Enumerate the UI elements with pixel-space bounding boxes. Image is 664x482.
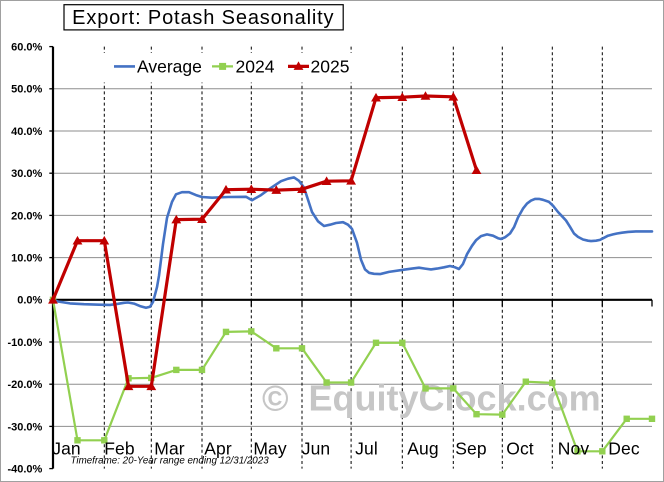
svg-text:Timeframe: 20-Year range endin: Timeframe: 20-Year range ending 12/31/20…	[71, 456, 270, 467]
svg-text:-10.0%: -10.0%	[7, 337, 42, 349]
svg-text:Jul: Jul	[355, 439, 378, 459]
svg-text:50.0%: 50.0%	[11, 84, 42, 96]
svg-text:Jun: Jun	[302, 439, 331, 459]
svg-text:0.0%: 0.0%	[17, 295, 42, 307]
svg-text:Sep: Sep	[455, 439, 486, 459]
svg-text:Oct: Oct	[506, 439, 534, 459]
svg-text:Jan: Jan	[52, 439, 81, 459]
svg-text:30.0%: 30.0%	[11, 168, 42, 180]
svg-text:Apr: Apr	[204, 439, 232, 459]
svg-text:Average: Average	[137, 57, 202, 77]
svg-text:-20.0%: -20.0%	[7, 379, 42, 391]
svg-text:60.0%: 60.0%	[11, 42, 42, 54]
svg-text:Export: Potash Seasonality: Export: Potash Seasonality	[72, 7, 334, 29]
svg-text:Mar: Mar	[154, 439, 185, 459]
svg-text:-40.0%: -40.0%	[7, 464, 42, 476]
svg-text:© EquityClock.com: © EquityClock.com	[262, 378, 601, 419]
svg-text:2024: 2024	[236, 57, 275, 77]
svg-text:Feb: Feb	[104, 439, 134, 459]
svg-text:10.0%: 10.0%	[11, 253, 42, 265]
svg-text:-30.0%: -30.0%	[7, 421, 42, 433]
svg-text:Aug: Aug	[407, 439, 438, 459]
svg-text:20.0%: 20.0%	[11, 210, 42, 222]
svg-text:Nov: Nov	[558, 439, 590, 459]
svg-text:40.0%: 40.0%	[11, 126, 42, 138]
svg-text:May: May	[253, 439, 287, 459]
svg-text:Dec: Dec	[608, 439, 640, 459]
svg-text:2025: 2025	[311, 57, 350, 77]
